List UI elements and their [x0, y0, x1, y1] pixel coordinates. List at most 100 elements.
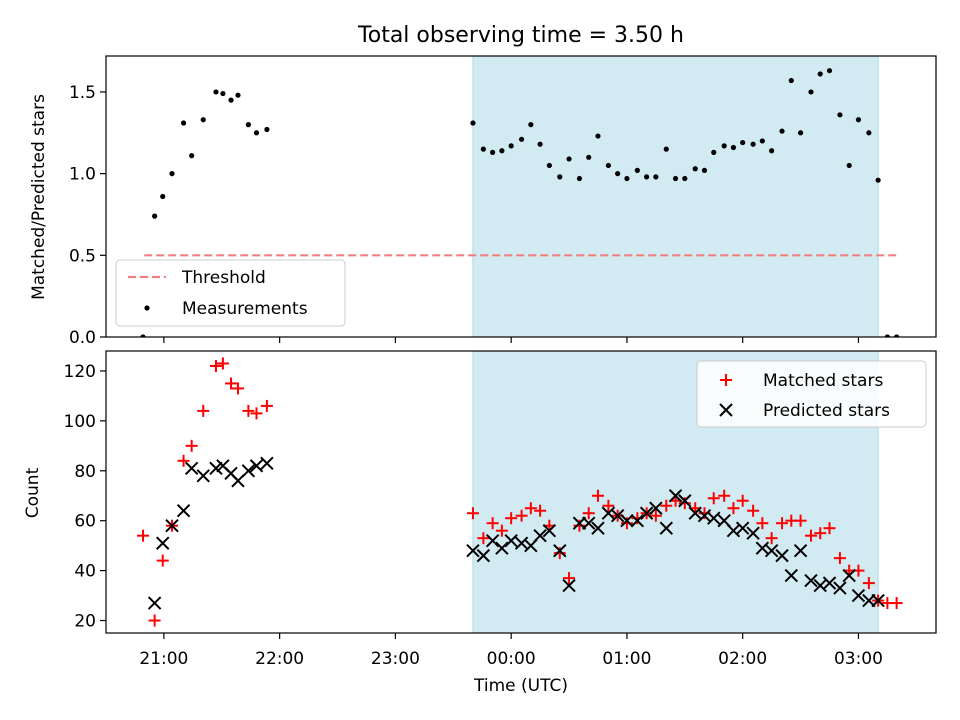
measurement-point	[576, 175, 583, 182]
predicted-star-point	[775, 548, 789, 563]
predicted-marker-b	[231, 474, 245, 488]
predicted-star-point	[533, 528, 547, 543]
measurement-point	[730, 144, 737, 151]
predicted-star-point	[735, 521, 750, 535]
matched-star-point	[718, 489, 731, 502]
predicted-star-point	[610, 509, 625, 523]
matched-star-point	[794, 514, 807, 527]
matched-star-point	[890, 597, 903, 610]
matched-star-point	[602, 499, 615, 512]
measurement-point	[682, 175, 688, 182]
predicted-marker-b	[717, 513, 731, 528]
measurement-point	[189, 153, 195, 159]
predicted-legend-swatch	[719, 403, 733, 417]
predicted-marker-b	[466, 543, 480, 558]
matched-star-point	[466, 507, 479, 520]
predicted-marker-b	[249, 459, 264, 473]
predicted-star-point	[620, 513, 634, 528]
bottom-legend-box	[696, 360, 927, 428]
x-tick-label: 01:00	[602, 649, 651, 669]
predicted-star-point	[209, 461, 223, 475]
top-y-tick-label: 1.5	[69, 83, 96, 103]
measurement-point	[692, 166, 698, 172]
top-legend: Threshold Measurements	[115, 259, 346, 327]
measurement-point	[769, 148, 775, 154]
matched-star-point	[591, 489, 604, 502]
measurement-point	[797, 130, 804, 136]
x-tick-label: 00:00	[487, 649, 536, 669]
matched-star-point	[216, 357, 229, 370]
matched-star-point	[862, 577, 875, 590]
measurement-point	[759, 138, 765, 144]
bottom-axes-frame	[105, 350, 937, 634]
predicted-marker-b	[784, 568, 799, 583]
measurement-point	[721, 143, 727, 149]
bottom-y-tick-label: 60	[74, 512, 96, 532]
predicted-star-point	[156, 536, 170, 550]
predicted-marker-b	[813, 578, 827, 593]
measurement-point	[653, 174, 659, 180]
measurement-point	[711, 149, 717, 155]
predicted-star-point	[793, 543, 808, 558]
measurement-point	[180, 120, 187, 126]
top-y-tick-label: 0.5	[69, 246, 96, 266]
measurement-point	[586, 154, 592, 160]
bottom-legend: Matched stars Predicted stars	[696, 360, 927, 428]
matched-star-point	[747, 504, 760, 517]
matched-star-point	[736, 494, 749, 507]
measurement-point	[557, 174, 563, 180]
predicted-marker-b	[260, 456, 274, 471]
predicted-star-point	[147, 596, 162, 610]
bottom-y-tick-label: 120	[64, 362, 96, 382]
predicted-star-point	[562, 578, 576, 593]
measurement-point	[837, 112, 843, 118]
measurement-point	[470, 120, 476, 126]
measurement-point	[643, 174, 650, 180]
x-axis-label: Time (UTC)	[473, 676, 568, 696]
measurement-point	[808, 89, 814, 95]
predicted-star-point	[231, 474, 245, 488]
predicted-marker-b	[851, 588, 866, 603]
matched-star-point	[231, 382, 244, 395]
predicted-marker-b	[668, 489, 683, 503]
matched-star-point	[250, 407, 263, 420]
x-tick-label: 21:00	[139, 649, 188, 669]
predicted-star-point	[678, 494, 692, 508]
measurement-point	[788, 77, 794, 84]
measurement-point	[160, 193, 166, 200]
predicted-marker-b	[165, 518, 179, 533]
predicted-star-point	[249, 459, 264, 473]
legend-threshold-label: Threshold	[181, 268, 266, 288]
predicted-star-point	[833, 581, 847, 595]
x-tick-label: 23:00	[371, 649, 420, 669]
measurement-point	[672, 175, 679, 182]
predicted-star-point	[241, 464, 256, 478]
predicted-star-point	[842, 568, 856, 583]
measurement-point	[264, 126, 270, 133]
measurement-point	[499, 148, 505, 154]
matched-star-point	[776, 517, 789, 530]
predicted-marker-b	[176, 504, 191, 518]
measurement-point	[866, 130, 872, 136]
top-legend-box	[115, 259, 346, 327]
predicted-marker-b	[542, 523, 557, 538]
measurement-point	[508, 143, 514, 149]
matched-star-point	[620, 517, 633, 530]
matched-star-point	[477, 532, 490, 545]
predicted-marker-b	[735, 521, 750, 535]
predicted-marker-b	[495, 541, 509, 555]
predicted-marker-b	[224, 466, 238, 480]
matched-star-point	[660, 499, 673, 512]
predicted-marker-b	[582, 516, 596, 530]
matched-star-point	[486, 517, 499, 530]
predicted-marker-b	[726, 523, 741, 538]
matched-star-point	[582, 507, 595, 520]
matched-star-point	[573, 519, 586, 532]
measurement-point	[235, 92, 241, 98]
predicted-marker-b	[871, 593, 885, 608]
measurement-point	[140, 334, 146, 337]
predicted-star-point	[784, 568, 799, 583]
matched-star-point	[185, 439, 198, 452]
measurement-point	[566, 156, 572, 162]
